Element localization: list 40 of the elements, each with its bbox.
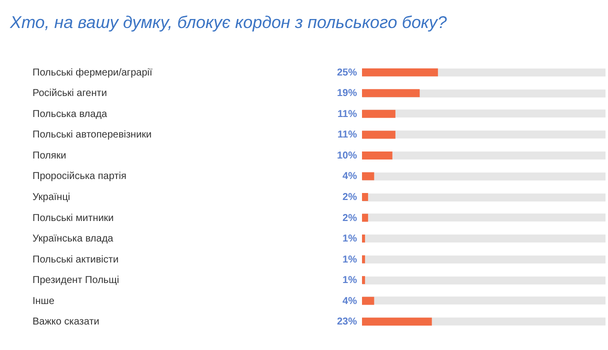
- y-tick-label: Польські автоперевізники: [32, 130, 152, 141]
- bar: [362, 193, 368, 201]
- y-tick-label: Польська влада: [32, 108, 108, 120]
- chart-title: Хто, на вашу думку, блокує кордон з польського боку?: [9, 13, 448, 32]
- bar: [362, 68, 438, 76]
- y-tick-label: Важко сказати: [32, 316, 100, 328]
- y-tick-label: Поляки: [32, 150, 66, 162]
- y-tick-label: Проросійська партія: [32, 171, 126, 182]
- y-tick-label: Інше: [32, 296, 55, 307]
- bar: [362, 89, 420, 98]
- y-tick-label: Російські агенти: [32, 88, 107, 100]
- data-label: 1%: [342, 254, 358, 266]
- bar: [362, 276, 366, 284]
- bar: [362, 318, 432, 326]
- bar: [362, 234, 366, 243]
- data-label: 11%: [338, 108, 358, 120]
- bar: [362, 255, 366, 264]
- y-tick-label: Польські митники: [32, 212, 114, 224]
- data-label: 10%: [336, 150, 358, 162]
- y-tick-label: Українці: [32, 192, 70, 203]
- y-tick-label: Президент Польщі: [32, 275, 120, 286]
- y-tick-label: Польські активісти: [32, 254, 119, 266]
- bar: [362, 110, 396, 118]
- data-label: 1%: [342, 234, 358, 245]
- bar: [362, 130, 396, 139]
- data-label: 4%: [342, 171, 358, 182]
- bar: [362, 151, 392, 160]
- data-label: 2%: [342, 192, 358, 203]
- data-label: 1%: [342, 275, 358, 286]
- data-label: 25%: [336, 67, 358, 78]
- data-label: 11%: [338, 130, 358, 141]
- y-tick-label: Українська влада: [32, 234, 114, 245]
- y-tick-label: Польські фермери/аграрії: [32, 67, 152, 78]
- data-label: 19%: [336, 88, 358, 100]
- bar: [362, 172, 374, 180]
- data-label: 23%: [336, 316, 358, 328]
- bar: [362, 296, 374, 305]
- bar: [362, 214, 368, 222]
- data-label: 4%: [342, 296, 358, 307]
- data-label: 2%: [342, 212, 358, 224]
